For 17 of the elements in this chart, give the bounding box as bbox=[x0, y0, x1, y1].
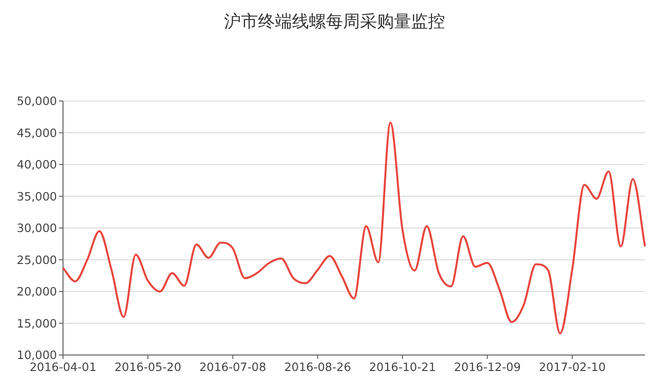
y-tick-label: 20,000 bbox=[16, 284, 57, 298]
y-tick-label: 50,000 bbox=[16, 94, 57, 108]
x-tick-label: 2016-04-01 bbox=[30, 360, 96, 374]
y-tick-label: 10,000 bbox=[16, 348, 57, 362]
x-tick-label: 2016-05-20 bbox=[114, 360, 182, 374]
chart-title: 沪市终端线螺每周采购量监控 bbox=[224, 12, 445, 32]
y-tick-label: 15,000 bbox=[16, 316, 57, 330]
y-tick-label: 30,000 bbox=[16, 221, 57, 235]
y-tick-label: 25,000 bbox=[16, 252, 57, 267]
x-tick-label: 2017-02-10 bbox=[538, 360, 606, 374]
x-tick-label: 2016-12-09 bbox=[454, 360, 521, 374]
y-tick-label: 45,000 bbox=[16, 126, 57, 140]
x-tick-label: 2016-10-21 bbox=[369, 360, 436, 374]
y-tick-label: 35,000 bbox=[16, 189, 57, 204]
x-tick-label: 2016-07-08 bbox=[199, 360, 266, 374]
x-tick-label: 2016-08-26 bbox=[284, 360, 352, 374]
y-tick-label: 40,000 bbox=[16, 158, 57, 172]
